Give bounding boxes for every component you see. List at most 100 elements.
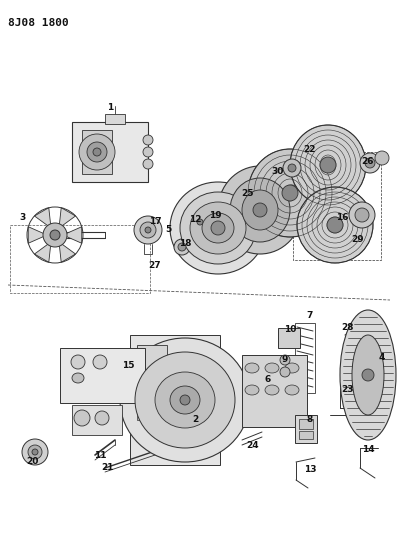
- Ellipse shape: [245, 385, 259, 395]
- Ellipse shape: [349, 202, 375, 228]
- Bar: [293, 152, 381, 260]
- Text: 18: 18: [179, 238, 191, 247]
- Ellipse shape: [28, 445, 42, 459]
- Ellipse shape: [242, 190, 278, 230]
- Ellipse shape: [72, 373, 84, 383]
- Ellipse shape: [193, 215, 207, 229]
- Ellipse shape: [143, 159, 153, 169]
- Ellipse shape: [155, 372, 215, 428]
- Text: 10: 10: [284, 326, 296, 335]
- Text: 9: 9: [282, 356, 288, 365]
- Ellipse shape: [43, 223, 67, 247]
- PathPatch shape: [28, 227, 47, 243]
- Ellipse shape: [145, 227, 151, 233]
- Ellipse shape: [375, 151, 389, 165]
- Ellipse shape: [180, 395, 190, 405]
- PathPatch shape: [34, 242, 51, 262]
- Ellipse shape: [218, 166, 302, 254]
- Text: 12: 12: [189, 215, 201, 224]
- Ellipse shape: [280, 367, 290, 377]
- Ellipse shape: [287, 185, 297, 195]
- Ellipse shape: [365, 158, 375, 168]
- Bar: [299, 431, 313, 439]
- Text: 23: 23: [342, 385, 354, 394]
- Ellipse shape: [174, 239, 190, 255]
- Ellipse shape: [297, 187, 373, 263]
- Ellipse shape: [211, 221, 225, 235]
- Text: 20: 20: [26, 457, 38, 466]
- Ellipse shape: [178, 243, 186, 251]
- Bar: [72, 122, 148, 182]
- PathPatch shape: [59, 242, 75, 262]
- Bar: [295, 415, 317, 443]
- Text: 22: 22: [304, 146, 316, 155]
- Bar: [72, 405, 122, 435]
- Ellipse shape: [320, 157, 336, 173]
- Text: 7: 7: [307, 311, 313, 319]
- Bar: [137, 400, 167, 420]
- Bar: [278, 328, 300, 348]
- Ellipse shape: [265, 363, 279, 373]
- Text: 25: 25: [242, 189, 254, 198]
- Text: 26: 26: [362, 157, 374, 166]
- Text: 4: 4: [379, 353, 385, 362]
- Text: 6: 6: [265, 376, 271, 384]
- Text: 19: 19: [209, 211, 221, 220]
- Bar: [299, 419, 313, 429]
- Ellipse shape: [22, 439, 48, 465]
- Ellipse shape: [95, 411, 109, 425]
- Ellipse shape: [120, 338, 250, 462]
- Ellipse shape: [32, 449, 38, 455]
- Ellipse shape: [71, 355, 85, 369]
- Text: 5: 5: [165, 225, 171, 235]
- Text: 27: 27: [149, 261, 161, 270]
- Ellipse shape: [180, 192, 256, 264]
- Ellipse shape: [248, 149, 332, 237]
- Text: 8: 8: [307, 416, 313, 424]
- Ellipse shape: [285, 385, 299, 395]
- Ellipse shape: [280, 355, 290, 365]
- Bar: [105, 114, 125, 124]
- Ellipse shape: [265, 385, 279, 395]
- Text: 2: 2: [192, 416, 198, 424]
- Text: 21: 21: [102, 464, 114, 472]
- Text: 16: 16: [336, 214, 348, 222]
- Ellipse shape: [170, 182, 266, 274]
- Ellipse shape: [50, 230, 60, 240]
- Text: 30: 30: [272, 167, 284, 176]
- Ellipse shape: [93, 148, 101, 156]
- Text: 14: 14: [361, 446, 374, 455]
- Text: 17: 17: [149, 217, 161, 227]
- Ellipse shape: [285, 363, 299, 373]
- Ellipse shape: [143, 135, 153, 145]
- Ellipse shape: [202, 213, 234, 243]
- Ellipse shape: [188, 210, 212, 234]
- Text: 28: 28: [342, 324, 354, 333]
- Ellipse shape: [245, 363, 259, 373]
- Bar: [82, 130, 112, 174]
- Text: 24: 24: [247, 440, 259, 449]
- Text: 1: 1: [107, 103, 113, 112]
- Ellipse shape: [74, 410, 90, 426]
- PathPatch shape: [59, 208, 75, 228]
- Ellipse shape: [135, 352, 235, 448]
- Text: 11: 11: [94, 450, 106, 459]
- Text: 15: 15: [122, 360, 134, 369]
- Ellipse shape: [253, 203, 267, 217]
- Ellipse shape: [360, 153, 380, 173]
- Ellipse shape: [352, 335, 384, 415]
- Ellipse shape: [79, 134, 115, 170]
- Ellipse shape: [288, 164, 296, 172]
- Ellipse shape: [87, 142, 107, 162]
- Ellipse shape: [197, 219, 203, 225]
- PathPatch shape: [34, 208, 51, 228]
- Ellipse shape: [230, 178, 290, 242]
- Bar: [130, 335, 220, 465]
- Ellipse shape: [140, 222, 156, 238]
- Ellipse shape: [190, 202, 246, 254]
- Bar: [242, 355, 307, 427]
- Text: 8J08 1800: 8J08 1800: [8, 18, 69, 28]
- Bar: [60, 348, 145, 403]
- Text: 13: 13: [304, 465, 316, 474]
- Ellipse shape: [362, 369, 374, 381]
